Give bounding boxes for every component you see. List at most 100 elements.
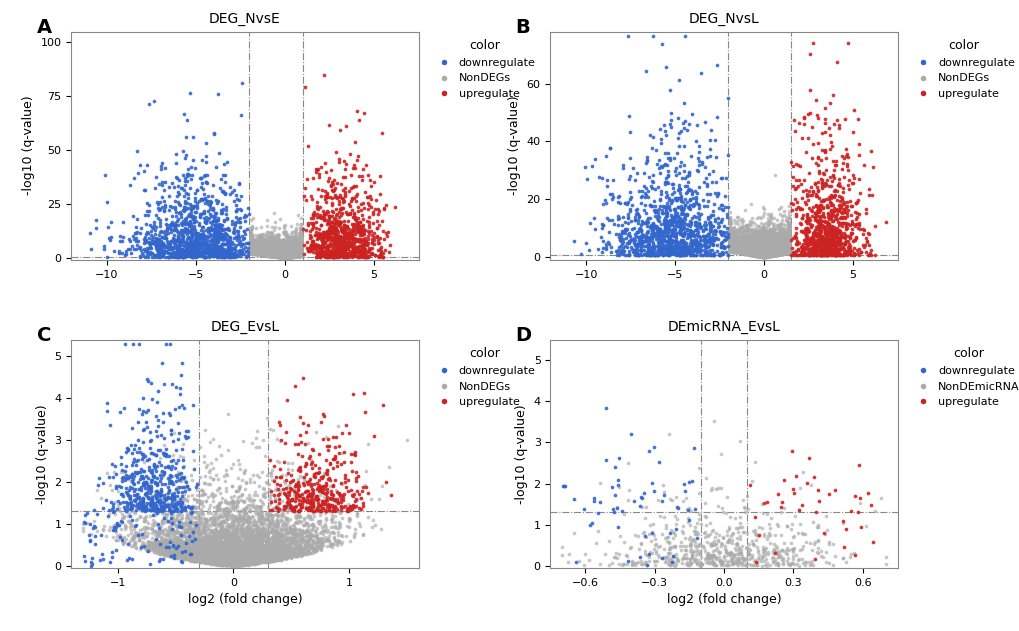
Point: [294, 478, 311, 488]
Point: [292, 246, 309, 256]
Point: [744, 244, 760, 254]
Point: [159, 510, 175, 520]
Point: [798, 189, 814, 199]
Point: [354, 247, 370, 257]
Point: [259, 548, 275, 558]
Point: [781, 245, 797, 255]
Point: [139, 531, 155, 541]
Point: [78, 518, 95, 528]
Point: [781, 247, 797, 257]
Point: [170, 187, 186, 197]
Point: [116, 502, 132, 512]
Point: [352, 227, 368, 237]
Point: [289, 244, 306, 254]
Point: [242, 506, 258, 516]
Point: [280, 240, 297, 251]
Point: [292, 245, 309, 256]
Point: [656, 206, 673, 216]
Point: [276, 251, 292, 261]
Point: [766, 247, 783, 257]
Point: [323, 251, 339, 261]
Point: [243, 235, 259, 245]
Point: [194, 498, 210, 508]
Point: [746, 249, 762, 259]
Point: [327, 501, 343, 511]
Point: [848, 198, 864, 208]
Point: [755, 247, 771, 257]
Point: [769, 249, 786, 259]
Point: [216, 544, 232, 554]
Point: [780, 241, 796, 251]
Point: [292, 248, 309, 258]
Point: [758, 241, 774, 251]
Point: [771, 550, 788, 560]
Point: [292, 249, 309, 259]
Point: [797, 197, 813, 207]
Point: [781, 238, 797, 248]
Point: [205, 531, 221, 541]
Point: [583, 518, 599, 528]
Point: [277, 252, 293, 262]
Point: [745, 248, 761, 258]
Point: [638, 228, 654, 238]
Point: [296, 536, 312, 546]
Point: [768, 237, 785, 247]
Point: [269, 251, 285, 261]
Point: [752, 249, 768, 259]
Point: [220, 541, 236, 551]
Point: [246, 553, 262, 563]
Point: [327, 521, 343, 531]
Point: [754, 222, 770, 232]
Point: [843, 201, 859, 211]
Point: [157, 500, 173, 510]
Point: [153, 531, 169, 541]
Point: [169, 505, 185, 516]
Point: [248, 245, 264, 255]
Point: [311, 485, 327, 495]
Point: [749, 247, 765, 257]
Point: [198, 544, 214, 554]
Point: [212, 523, 228, 533]
Point: [292, 245, 309, 255]
Point: [292, 235, 309, 245]
Point: [248, 242, 264, 252]
Point: [248, 242, 264, 252]
Point: [777, 245, 794, 255]
Point: [215, 541, 231, 551]
Point: [758, 251, 774, 261]
Point: [758, 251, 774, 261]
Point: [640, 218, 656, 228]
Point: [666, 214, 683, 224]
Point: [286, 249, 303, 259]
Point: [237, 503, 254, 513]
Point: [292, 247, 309, 257]
Point: [648, 230, 664, 240]
Point: [292, 245, 309, 256]
Point: [294, 224, 311, 234]
Point: [745, 248, 761, 258]
Point: [731, 240, 747, 251]
Point: [781, 244, 797, 254]
Point: [199, 541, 215, 551]
Point: [163, 471, 179, 481]
Point: [758, 250, 774, 260]
Point: [207, 222, 223, 232]
Point: [222, 235, 238, 245]
Point: [747, 241, 763, 251]
Point: [281, 540, 298, 550]
Point: [244, 248, 260, 258]
Point: [754, 251, 770, 261]
Point: [254, 541, 270, 551]
Point: [243, 245, 259, 256]
Point: [781, 239, 797, 249]
Point: [669, 242, 686, 252]
Point: [179, 242, 196, 252]
Point: [682, 538, 698, 548]
Point: [292, 241, 309, 251]
Point: [239, 557, 256, 567]
Point: [772, 246, 789, 256]
Point: [178, 495, 195, 505]
Point: [219, 497, 235, 507]
Point: [198, 541, 214, 551]
Point: [160, 531, 176, 541]
